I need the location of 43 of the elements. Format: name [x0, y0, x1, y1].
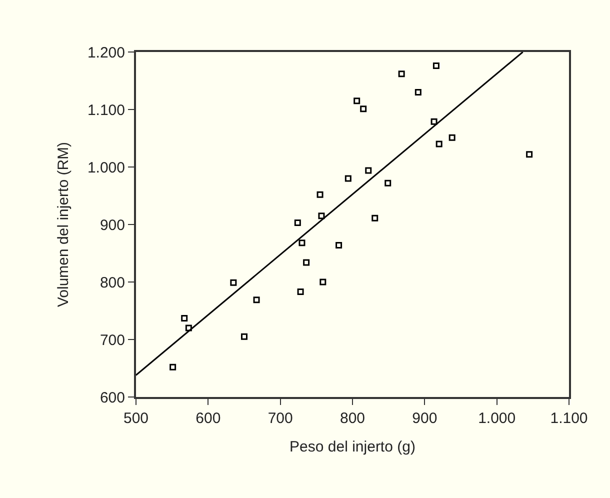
- point: [298, 240, 306, 246]
- x-tick-label: 600: [196, 410, 221, 427]
- y-tick-label: 1.000: [87, 159, 125, 176]
- point: [230, 279, 237, 286]
- x-tick-label: 800: [340, 410, 366, 427]
- point: [316, 191, 324, 198]
- y-tick-label: 1.200: [87, 44, 125, 62]
- point: [253, 296, 260, 304]
- point: [320, 278, 326, 286]
- point: [336, 242, 342, 248]
- point: [354, 98, 360, 104]
- point: [436, 140, 442, 148]
- y-tick-label: 800: [100, 274, 125, 292]
- point: [294, 220, 301, 226]
- point: [384, 180, 392, 186]
- point: [344, 175, 352, 182]
- y-tick-label: 700: [100, 332, 125, 349]
- point: [372, 214, 378, 222]
- point: [360, 106, 367, 112]
- point: [241, 333, 248, 340]
- point: [398, 70, 405, 78]
- point: [365, 167, 372, 174]
- y-tick-label: 600: [100, 389, 125, 406]
- point: [303, 259, 310, 266]
- x-tick-label: 900: [412, 410, 438, 427]
- point: [432, 62, 440, 70]
- x-tick-label: 1.000: [478, 410, 516, 427]
- y-tick-label: 1.100: [87, 102, 125, 119]
- x-axis-title: Peso del injerto (g): [290, 438, 416, 456]
- x-tick-label: 700: [268, 410, 293, 427]
- x-tick-label: 500: [123, 410, 149, 427]
- point: [170, 364, 176, 370]
- y-tick-label: 900: [100, 216, 125, 234]
- y-axis-title: Volumen del injerto (RM): [55, 142, 72, 308]
- x-tick-label: 1.100: [550, 410, 588, 427]
- point: [318, 212, 325, 220]
- point: [526, 151, 533, 158]
- point: [297, 288, 304, 296]
- point: [414, 89, 422, 96]
- point: [185, 324, 192, 332]
- point: [430, 118, 438, 125]
- point: [448, 134, 456, 141]
- point: [181, 314, 188, 322]
